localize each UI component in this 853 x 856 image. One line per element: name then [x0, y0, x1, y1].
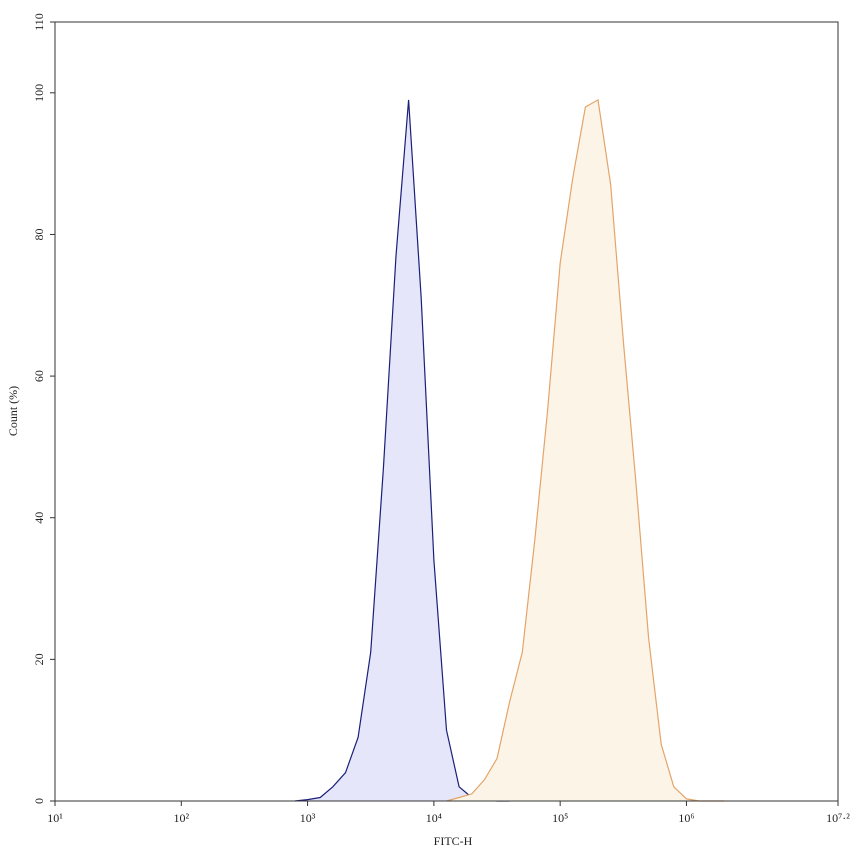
- y-tick-label: 40: [32, 512, 46, 524]
- x-tick-label: 10⁵: [552, 811, 568, 825]
- y-tick-label: 80: [32, 228, 46, 240]
- x-tick-label: 10¹: [47, 811, 63, 825]
- x-tick-label: 10²: [173, 811, 189, 825]
- y-axis-label: Count (%): [6, 386, 20, 436]
- plot-frame: [54, 21, 839, 802]
- x-tick-label: 10⁷·²: [826, 811, 850, 825]
- x-axis-label: FITC-H: [434, 834, 473, 848]
- y-tick-label: 0: [32, 798, 46, 804]
- area-fill: [294, 99, 510, 801]
- x-tick-label: 10³: [300, 811, 316, 825]
- y-tick-label: 60: [32, 370, 46, 382]
- x-tick-label: 10⁴: [426, 811, 442, 825]
- y-tick-label: 110: [32, 13, 46, 31]
- area-fill: [446, 99, 725, 801]
- y-tick-label: 20: [32, 653, 46, 665]
- area-line: [446, 98, 725, 802]
- y-tick-label: 100: [32, 84, 46, 102]
- x-tick-label: 10⁶: [678, 811, 694, 825]
